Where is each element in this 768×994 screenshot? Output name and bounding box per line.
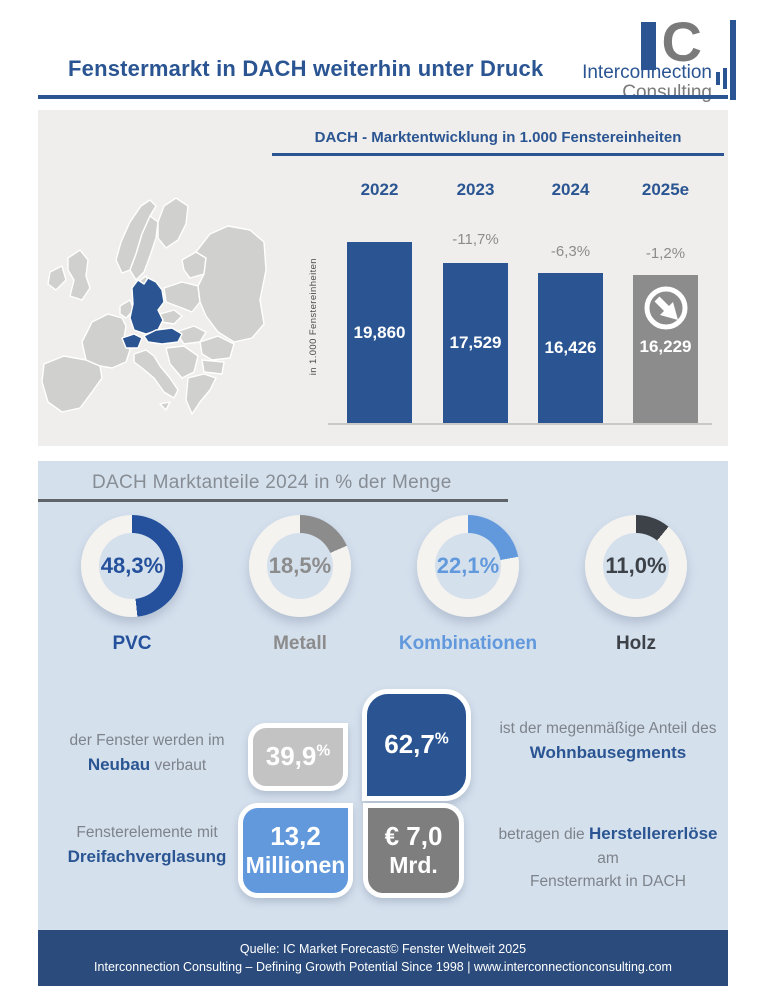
footer-website-link[interactable]: www.interconnectionconsulting.com: [473, 960, 672, 974]
bar-value-2024: 16,426: [544, 338, 597, 357]
company-logo: C Interconnection Consulting: [556, 10, 736, 103]
europe-map: [41, 197, 267, 415]
map-country-finland: [157, 197, 189, 249]
market-shares-panel: DACH Marktanteile 2024 in % der Menge 48…: [38, 461, 728, 930]
shares-title: DACH Marktanteile 2024 in % der Menge: [92, 472, 452, 493]
donut-label-kombinationen: Kombinationen: [398, 633, 538, 654]
map-country-sweden: [129, 215, 159, 281]
change-label-2024: -6,3%: [550, 243, 591, 260]
donut-holz: 11,0%: [585, 515, 687, 617]
fact-tile-dreifach: 13,2 Millionen: [238, 803, 353, 898]
logo-mini-bar-icon: [723, 68, 727, 89]
logo-i-bar-icon: [641, 22, 656, 70]
logo-name-line1: Interconnection: [582, 62, 712, 83]
year-label-2024: 2024: [551, 180, 590, 199]
fact-tile-erloese: € 7,0 Mrd.: [363, 803, 464, 898]
chart-title: DACH - Marktentwicklung in 1.000 Fenster…: [314, 129, 682, 146]
map-sicily: [159, 401, 171, 411]
footer-source: Quelle: IC Market Forecast© Fenster Welt…: [239, 942, 527, 956]
fact-text-neubau: der Fenster werden im Neubau verbaut: [69, 732, 225, 775]
map-country-germany: [129, 277, 165, 335]
bar-chart: DACH - Marktentwicklung in 1.000 Fenster…: [268, 110, 728, 446]
donut-label-metall: Metall: [273, 633, 327, 654]
fact-tile-neubau: 39,9%: [248, 723, 348, 791]
y-axis-label: in 1.000 Fenstereinheiten: [308, 258, 319, 376]
map-country-italy: [133, 349, 179, 399]
fact-text-wohnbau: ist der megenmäßige Anteil des Wohnbause…: [499, 720, 717, 763]
donut-hole: [99, 533, 165, 599]
logo-mini-bar-icon: [716, 72, 720, 85]
logo-name-line2: Consulting: [622, 82, 712, 103]
fact-text-erloese: betragen die Herstellererlöse am Fenster…: [498, 824, 718, 890]
fact-text-dreifach: Fensterelemente mit Dreifachverglasung: [67, 824, 227, 867]
header-divider: [38, 95, 728, 99]
year-label-2023: 2023: [456, 180, 495, 199]
donut-metall: 18,5%: [249, 515, 351, 617]
donut-hole: [603, 533, 669, 599]
map-country-bulgaria: [201, 359, 225, 375]
bar-value-2023: 17,529: [449, 333, 502, 352]
bar-2023: 17,529: [443, 263, 508, 423]
donut-hole: [267, 533, 333, 599]
shares-title-underline: [38, 499, 508, 502]
map-region-slovakia-hungary: [175, 325, 207, 345]
map-country-austria: [143, 327, 183, 345]
donut-kombinationen: 22,1%: [417, 515, 519, 617]
footer: Quelle: IC Market Forecast© Fenster Welt…: [38, 930, 728, 986]
chart-baseline: [328, 423, 712, 425]
map-region-balkans: [165, 345, 199, 379]
logo-c-letter: C: [661, 10, 702, 73]
page-title: Fenstermarkt in DACH weiterhin unter Dru…: [68, 56, 544, 81]
map-country-switzerland: [121, 333, 143, 349]
market-development-panel: DACH - Marktentwicklung in 1.000 Fenster…: [38, 110, 728, 446]
fact-tile-wohnbau: 62,7%: [362, 689, 471, 801]
donut-label-pvc: PVC: [112, 633, 152, 654]
footer-company-line: Interconnection Consulting – Defining Gr…: [94, 960, 672, 974]
bar-value-2025e: 16,229: [639, 337, 692, 356]
map-country-czechia: [159, 309, 183, 325]
bar-2024: 16,426: [538, 273, 603, 423]
chart-title-underline: [272, 153, 724, 156]
map-country-greece: [185, 373, 217, 415]
year-label-2022: 2022: [360, 180, 399, 199]
donut-pvc: 48,3%: [81, 515, 183, 617]
bar-2022: 19,860: [347, 242, 412, 423]
decline-arrow-icon: [644, 286, 687, 330]
donut-label-holz: Holz: [615, 633, 657, 654]
bar-2025e: 16,229: [633, 275, 698, 423]
donut-hole: [435, 533, 501, 599]
donut-value-pvc: 48,3%: [100, 553, 164, 578]
map-country-iberia: [41, 355, 103, 413]
change-label-2023: -11,7%: [452, 231, 499, 248]
map-country-poland: [163, 281, 201, 313]
map-region-eastern-europe: [195, 225, 267, 343]
change-label-2025e: -1,2%: [645, 245, 686, 262]
donut-value-metall: 18,5%: [268, 553, 332, 578]
donut-value-holz: 11,0%: [605, 553, 667, 578]
map-country-uk: [67, 249, 91, 301]
map-country-france: [81, 313, 131, 369]
donut-value-kombinationen: 22,1%: [436, 553, 500, 578]
bar-value-2022: 19,860: [353, 322, 406, 342]
map-country-ireland: [47, 265, 67, 291]
logo-tall-bar-icon: [730, 20, 736, 100]
map-country-romania: [199, 335, 235, 361]
year-label-2025e: 2025e: [641, 180, 690, 199]
